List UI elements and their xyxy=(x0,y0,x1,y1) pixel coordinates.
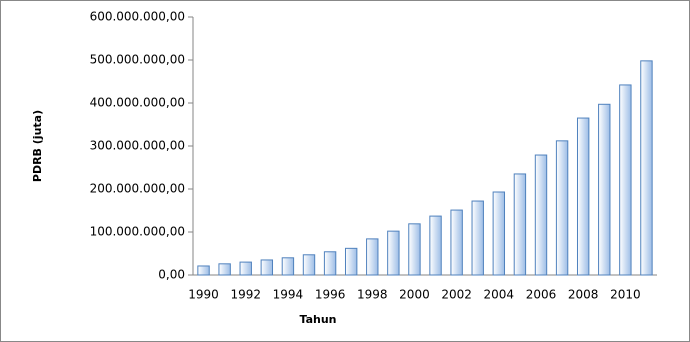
y-tick-label: 0,00 xyxy=(158,268,185,282)
y-tick-label: 600.000.000,00 xyxy=(90,10,185,24)
bar xyxy=(640,60,653,276)
x-tick-label: 2008 xyxy=(568,288,599,302)
bar xyxy=(366,238,379,276)
bar xyxy=(218,263,231,276)
bar xyxy=(281,257,295,276)
y-axis-title: PDRB (juta) xyxy=(31,110,44,182)
x-tick-label: 2010 xyxy=(610,288,641,302)
x-tick-label: 2000 xyxy=(399,288,430,302)
x-tick-label: 1998 xyxy=(357,288,388,302)
y-tick-label: 400.000.000,00 xyxy=(90,96,185,110)
y-tick-label: 500.000.000,00 xyxy=(90,53,185,67)
x-tick-label: 2004 xyxy=(484,288,515,302)
bar xyxy=(323,251,337,276)
x-tick-label: 1990 xyxy=(188,288,219,302)
bar xyxy=(408,223,421,276)
x-tick-label: 2002 xyxy=(441,288,472,302)
bar xyxy=(344,247,358,276)
x-axis-title: Tahun xyxy=(299,313,336,326)
y-tick-label: 100.000.000,00 xyxy=(90,225,185,239)
bar xyxy=(450,209,463,276)
bar xyxy=(197,265,210,276)
bar xyxy=(513,173,527,276)
bar xyxy=(492,191,506,276)
bar xyxy=(429,215,442,276)
bar xyxy=(302,254,316,276)
x-tick-label: 1992 xyxy=(230,288,261,302)
bar xyxy=(260,259,274,276)
bar xyxy=(534,154,548,276)
bar xyxy=(387,230,400,276)
bar xyxy=(239,261,252,276)
bar xyxy=(471,200,484,276)
x-tick-label: 2006 xyxy=(526,288,557,302)
x-tick-label: 1994 xyxy=(273,288,304,302)
bar xyxy=(619,84,632,276)
bar xyxy=(555,140,569,276)
bar xyxy=(576,117,590,276)
x-tick-label: 1996 xyxy=(315,288,346,302)
y-tick-label: 200.000.000,00 xyxy=(90,182,185,196)
bar xyxy=(598,103,611,276)
y-tick-label: 300.000.000,00 xyxy=(90,139,185,153)
